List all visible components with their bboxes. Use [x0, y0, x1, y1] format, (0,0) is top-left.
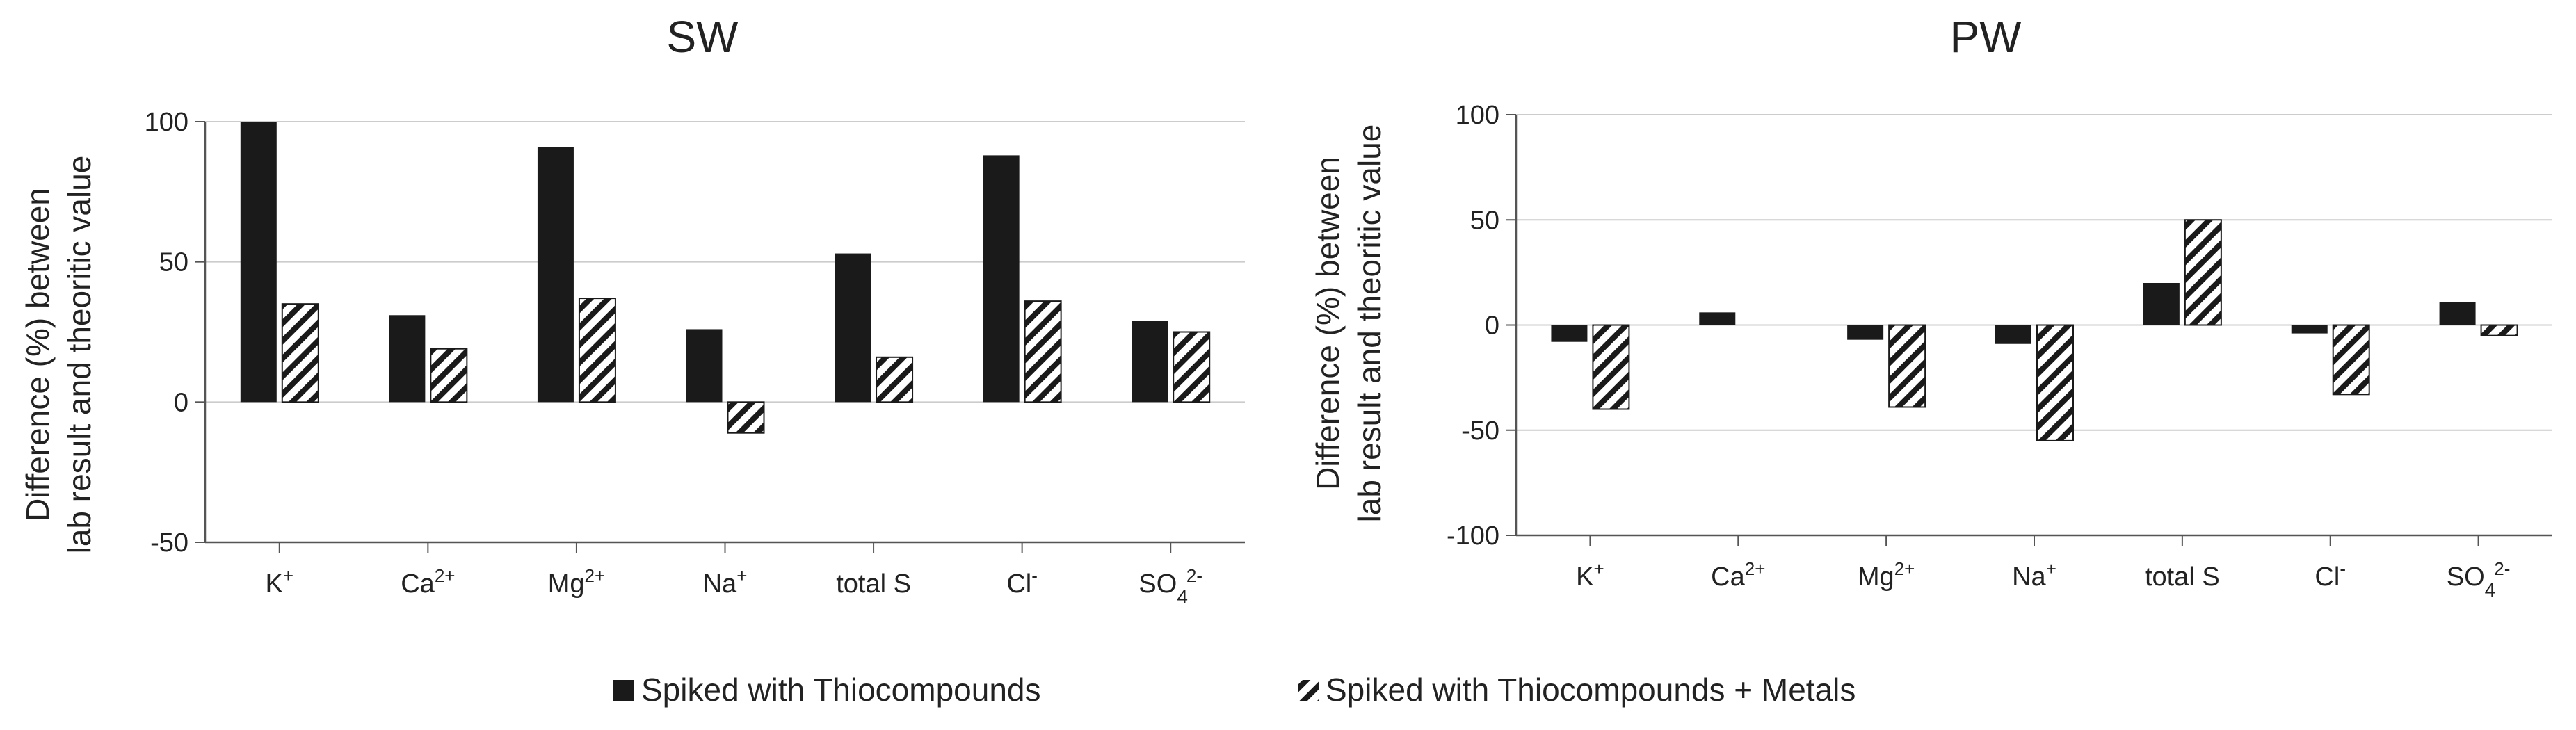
- pw-bar-series-2: [2332, 324, 2370, 396]
- sw-bar-series-1: [537, 147, 574, 403]
- pw-y-tick-label: 100: [1456, 101, 1499, 130]
- sw-y-tick-label: 50: [159, 248, 188, 277]
- pw-bar-series-2: [2480, 324, 2518, 336]
- sw-y-tick-label: 100: [145, 108, 188, 137]
- sw-category-label: Mg2+: [548, 565, 605, 599]
- sw-category-label: Cl-: [1006, 565, 1038, 599]
- pw-category-label: SO42-: [2447, 558, 2511, 601]
- pw-bar-series-2: [1592, 324, 1630, 410]
- sw-bar-series-2: [281, 303, 319, 403]
- pw-bar-series-1: [1551, 325, 1588, 342]
- sw-bar-series-2: [1024, 300, 1062, 403]
- pw-bar-series-2: [2184, 219, 2222, 326]
- pw-chart-title: PW: [1949, 12, 2022, 62]
- pw-y-tick-label: -100: [1447, 521, 1499, 551]
- pw-category-label: K+: [1576, 558, 1604, 592]
- sw-y-axis-label-2: lab result and theoritic value: [61, 156, 97, 554]
- pw-y-tick-label: 50: [1470, 206, 1499, 235]
- sw-bar-series-1: [240, 122, 277, 403]
- sw-category-label: SO42-: [1138, 565, 1202, 608]
- pw-bar-series-1: [2291, 325, 2328, 334]
- sw-bar-series-2: [430, 348, 468, 403]
- legend-swatch-series-1: [613, 680, 634, 701]
- pw-category-label: Ca2+: [1711, 558, 1765, 592]
- legend-label-series-2: Spiked with Thiocompounds + Metals: [1326, 672, 1855, 708]
- sw-category-label: total S: [836, 569, 911, 599]
- sw-category-label: K+: [266, 565, 294, 599]
- pw-chart: PW Difference (%) between lab result and t…: [1310, 12, 2552, 601]
- sw-bar-series-1: [686, 329, 723, 403]
- sw-bar-series-2: [1173, 331, 1211, 403]
- sw-bar-series-1: [1132, 321, 1168, 403]
- sw-y-axis-label-1: Difference (%) between: [19, 188, 56, 521]
- pw-y-axis-label-2: lab result and theoritic value: [1351, 124, 1387, 523]
- pw-category-label: Na+: [2012, 558, 2056, 592]
- sw-y-tick-label: 0: [174, 388, 188, 417]
- pw-bar-series-1: [1995, 325, 2031, 344]
- pw-y-tick-label: 0: [1485, 311, 1499, 341]
- sw-bar-series-1: [835, 253, 871, 403]
- sw-category-label: Na+: [703, 565, 748, 599]
- pw-bar-series-1: [1847, 325, 1884, 340]
- pw-bar-series-1: [2439, 302, 2476, 325]
- sw-y-tick-label: -50: [150, 528, 188, 558]
- pw-bar-series-1: [2143, 283, 2180, 325]
- sw-bar-series-1: [983, 155, 1020, 403]
- sw-bar-series-2: [727, 401, 765, 434]
- pw-bar-series-2: [1888, 324, 1926, 408]
- pw-category-label: total S: [2145, 562, 2220, 592]
- legend-swatch-series-2: [1298, 680, 1319, 701]
- pw-category-label: Cl-: [2315, 558, 2346, 592]
- legend: Spiked with Thiocompounds Spiked with Th…: [613, 672, 1855, 708]
- pw-y-tick-label: -50: [1461, 416, 1499, 446]
- sw-chart: SW Difference (%) between lab result and t…: [19, 12, 1245, 608]
- sw-bar-series-1: [389, 315, 426, 403]
- sw-chart-title: SW: [666, 12, 739, 62]
- pw-bar-series-2: [2036, 324, 2074, 441]
- pw-y-axis-label-1: Difference (%) between: [1310, 156, 1346, 490]
- pw-bar-series-1: [1699, 312, 1736, 325]
- pw-category-label: Mg2+: [1858, 558, 1915, 592]
- sw-bar-series-2: [578, 298, 616, 403]
- legend-label-series-1: Spiked with Thiocompounds: [641, 672, 1040, 708]
- sw-category-label: Ca2+: [401, 565, 455, 599]
- sw-bar-series-2: [876, 356, 914, 403]
